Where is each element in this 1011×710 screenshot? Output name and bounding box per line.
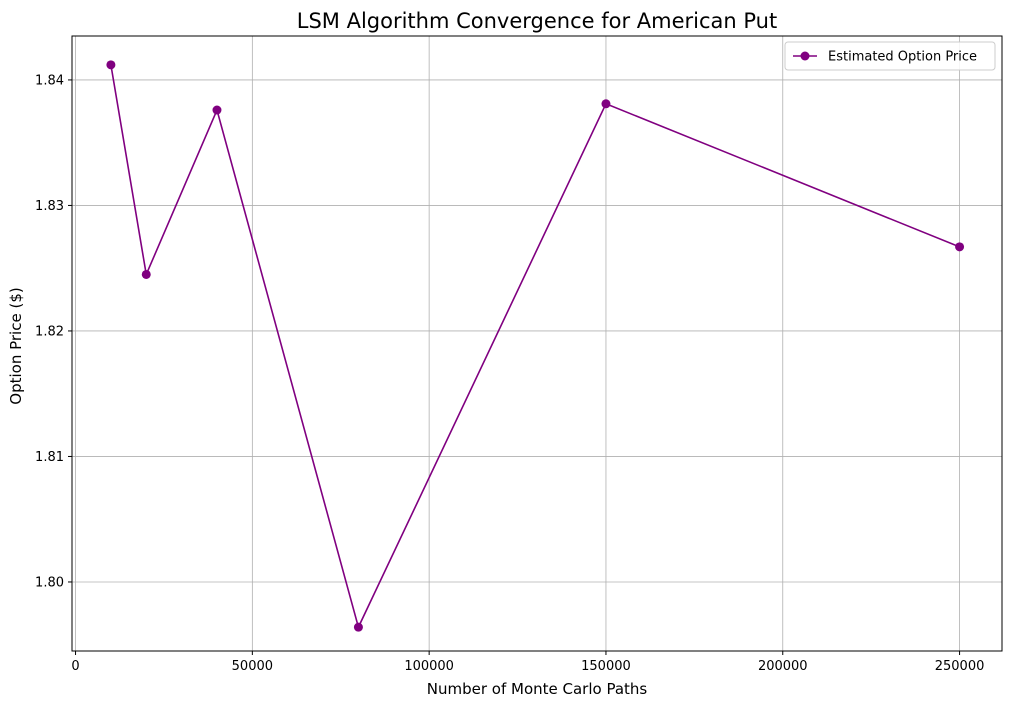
series-line: [110, 64, 960, 630]
data-point: [106, 60, 116, 70]
series-layer: [106, 60, 965, 632]
x-tick-label: 150000: [581, 659, 631, 674]
legend-marker: [800, 51, 810, 61]
y-tick-label: 1.81: [35, 450, 64, 465]
plot-area-frame: [71, 35, 1003, 652]
y-tick-label: 1.84: [35, 73, 64, 88]
y-tick-label: 1.80: [35, 575, 64, 590]
x-tick-label: 250000: [935, 659, 985, 674]
data-point: [955, 242, 965, 252]
grid: [72, 36, 1002, 651]
x-tick-label: 0: [71, 659, 79, 674]
data-point: [353, 622, 363, 632]
y-tick-label: 1.83: [35, 199, 64, 214]
x-axis-label: Number of Monte Carlo Paths: [427, 680, 648, 698]
y-axis: 1.80 1.81 1.82 1.83 1.84: [35, 73, 72, 590]
legend-box: [784, 41, 996, 71]
x-axis: 0 50000 100000 150000 200000 250000: [71, 651, 984, 674]
data-point: [212, 105, 222, 115]
chart-title: LSM Algorithm Convergence for American P…: [297, 9, 777, 33]
data-point: [601, 99, 611, 109]
x-tick-label: 100000: [404, 659, 454, 674]
legend: Estimated Option Price: [784, 41, 996, 71]
x-tick-label: 50000: [232, 659, 273, 674]
x-tick-label: 200000: [758, 659, 808, 674]
data-point: [141, 269, 151, 279]
y-axis-label: Option Price ($): [7, 287, 25, 404]
y-tick-label: 1.82: [35, 324, 64, 339]
legend-label: Estimated Option Price: [828, 50, 977, 65]
